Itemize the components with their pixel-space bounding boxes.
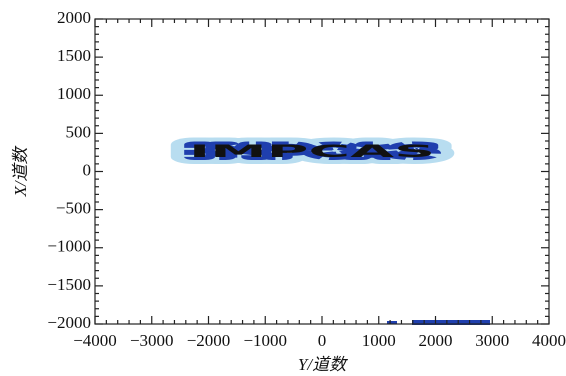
- plot-frame: [95, 19, 549, 324]
- x-tick-label: −3000: [130, 331, 174, 350]
- x-tick-label: 1000: [362, 331, 396, 350]
- y-tick-label: −1500: [47, 275, 91, 294]
- y-tick-label: −500: [56, 199, 91, 218]
- y-tick-label: 1500: [57, 46, 91, 65]
- y-tick-label: 2000: [57, 8, 91, 27]
- y-tick-label: 500: [66, 122, 92, 141]
- heatmap: IMPCAS IMPCAS: [189, 142, 490, 325]
- y-tick-label: −2000: [47, 313, 91, 332]
- x-tick-label: −2000: [187, 331, 231, 350]
- x-tick-label: 0: [318, 331, 327, 350]
- x-tick-label: 2000: [419, 331, 453, 350]
- y-tick-label: 1000: [57, 84, 91, 103]
- x-tick-label: −1000: [243, 331, 287, 350]
- chart: IMPCAS IMPCAS Y/道数 X/道数 −4000−3000−2000−…: [0, 0, 566, 376]
- x-tick-label: 4000: [532, 331, 566, 350]
- x-axis-label: Y/道数: [298, 355, 348, 374]
- y-tick-label: −1000: [47, 237, 91, 256]
- heatmap-letters: IMPCAS: [189, 142, 435, 162]
- x-tick-label: −4000: [73, 331, 117, 350]
- y-axis-label: X/道数: [11, 145, 30, 197]
- x-tick-label: 3000: [475, 331, 509, 350]
- page: IMPCAS IMPCAS Y/道数 X/道数 −4000−3000−2000−…: [0, 0, 566, 376]
- y-tick-label: 0: [83, 160, 92, 179]
